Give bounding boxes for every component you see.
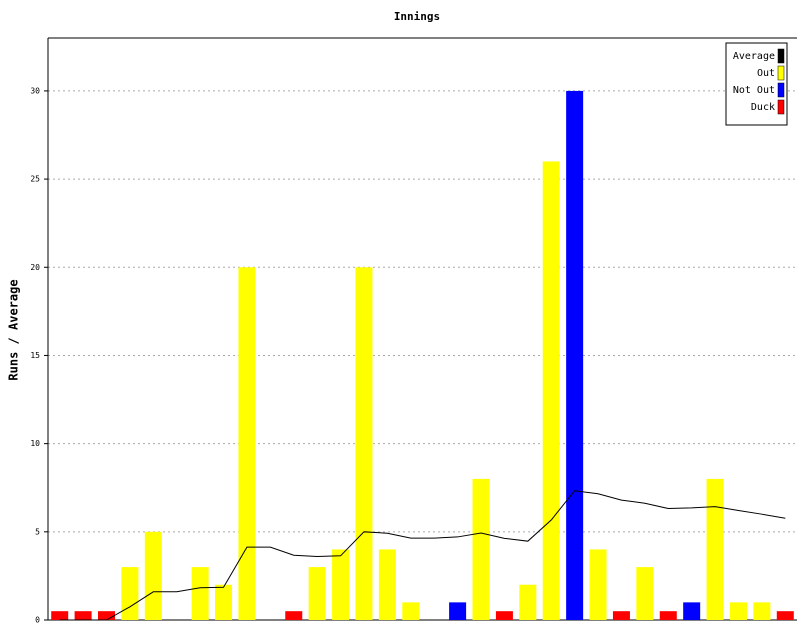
legend-swatch xyxy=(777,99,785,115)
bar xyxy=(215,584,233,620)
bar xyxy=(706,478,724,620)
bar xyxy=(355,267,373,620)
legend-swatch xyxy=(777,82,785,98)
legend-label: Out xyxy=(757,68,775,79)
average-line xyxy=(59,490,786,621)
legend-label: Duck xyxy=(751,102,775,113)
legend-box xyxy=(725,42,788,126)
bar xyxy=(729,602,747,620)
bar xyxy=(144,531,162,620)
bar xyxy=(659,611,677,620)
y-tick-label: 0 xyxy=(35,616,40,625)
y-tick-label: 25 xyxy=(30,175,40,184)
bar xyxy=(566,90,584,621)
legend-swatch xyxy=(777,48,785,64)
bar xyxy=(542,161,560,621)
bar xyxy=(636,567,654,620)
bar xyxy=(308,567,326,620)
bar xyxy=(776,611,794,620)
legend: Average Out Not Out Duck xyxy=(725,42,788,126)
bar xyxy=(495,611,513,620)
legend-label: Average xyxy=(733,51,775,62)
bar xyxy=(402,602,420,620)
bar xyxy=(753,602,771,620)
bar xyxy=(191,567,209,620)
bar xyxy=(121,567,139,620)
y-tick-label: 5 xyxy=(35,527,40,536)
bar xyxy=(238,267,256,620)
bar xyxy=(51,611,69,620)
y-tick-label: 30 xyxy=(30,86,40,95)
bar xyxy=(98,611,116,620)
y-tick-label: 15 xyxy=(30,351,40,360)
y-tick-label: 20 xyxy=(30,263,40,272)
bar xyxy=(519,584,537,620)
bar xyxy=(472,478,490,620)
bar xyxy=(589,549,607,620)
bar xyxy=(449,602,467,620)
chart-title: Innings xyxy=(394,10,440,23)
y-tick-label: 10 xyxy=(30,439,40,448)
bar xyxy=(612,611,630,620)
bar xyxy=(683,602,701,620)
bar xyxy=(285,611,303,620)
legend-label: Not Out xyxy=(733,85,775,96)
bar xyxy=(378,549,396,620)
legend-swatch xyxy=(777,65,785,81)
bar xyxy=(332,549,350,620)
y-axis-label: Runs / Average xyxy=(7,279,21,380)
bar xyxy=(74,611,92,620)
